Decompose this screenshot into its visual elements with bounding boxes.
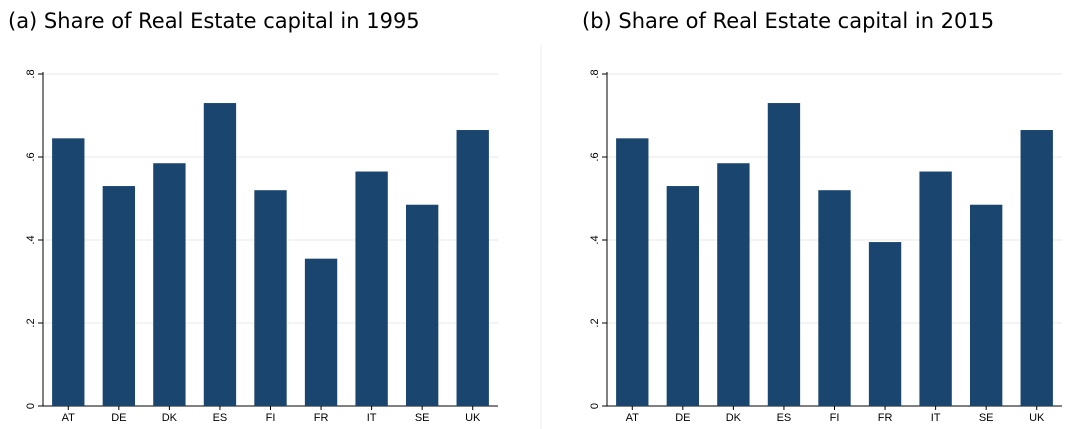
y-tick-label: .8: [25, 69, 37, 78]
x-tick-label: UK: [465, 412, 481, 424]
x-tick-label: SE: [415, 412, 430, 424]
y-tick-label: .2: [25, 318, 37, 327]
bar: [717, 163, 750, 406]
x-tick-label: IT: [931, 412, 941, 424]
x-tick-label: FI: [830, 412, 840, 424]
bar: [102, 186, 136, 406]
y-tick-label: 0: [589, 403, 601, 409]
bar: [456, 130, 489, 406]
bar: [868, 242, 902, 406]
x-tick-label: UK: [1029, 412, 1045, 424]
x-tick-label: ES: [213, 412, 228, 424]
x-tick-label: DE: [675, 412, 690, 424]
chart-title: (b) Share of Real Estate capital in 2015: [582, 9, 994, 33]
x-tick-label: ES: [777, 412, 792, 424]
bar: [616, 138, 649, 406]
bar: [1020, 130, 1053, 406]
y-tick-label: .2: [589, 318, 601, 327]
x-tick-label: AT: [62, 412, 76, 424]
bar: [767, 103, 801, 407]
bar: [666, 186, 700, 406]
y-tick-label: 0: [25, 403, 37, 409]
x-tick-label: DE: [111, 412, 126, 424]
x-tick-label: SE: [979, 412, 994, 424]
y-tick-label: .6: [589, 152, 601, 161]
bar: [405, 204, 439, 406]
bar: [355, 171, 388, 406]
y-tick-label: .4: [589, 235, 601, 244]
bar: [254, 190, 287, 406]
bar: [969, 204, 1003, 406]
x-tick-label: FI: [266, 412, 276, 424]
x-tick-label: DK: [726, 412, 742, 424]
x-tick-label: DK: [162, 412, 178, 424]
bar: [203, 103, 237, 407]
bar: [52, 138, 85, 406]
x-tick-label: FR: [314, 412, 329, 424]
y-tick-label: .6: [25, 152, 37, 161]
bar: [153, 163, 186, 406]
y-tick-label: .4: [25, 235, 37, 244]
bar: [304, 258, 338, 406]
bar: [919, 171, 952, 406]
x-tick-label: IT: [367, 412, 377, 424]
bar: [818, 190, 851, 406]
y-tick-label: .8: [589, 69, 601, 78]
chart-title: (a) Share of Real Estate capital in 1995: [8, 9, 420, 33]
x-tick-label: AT: [626, 412, 640, 424]
x-tick-label: FR: [878, 412, 893, 424]
